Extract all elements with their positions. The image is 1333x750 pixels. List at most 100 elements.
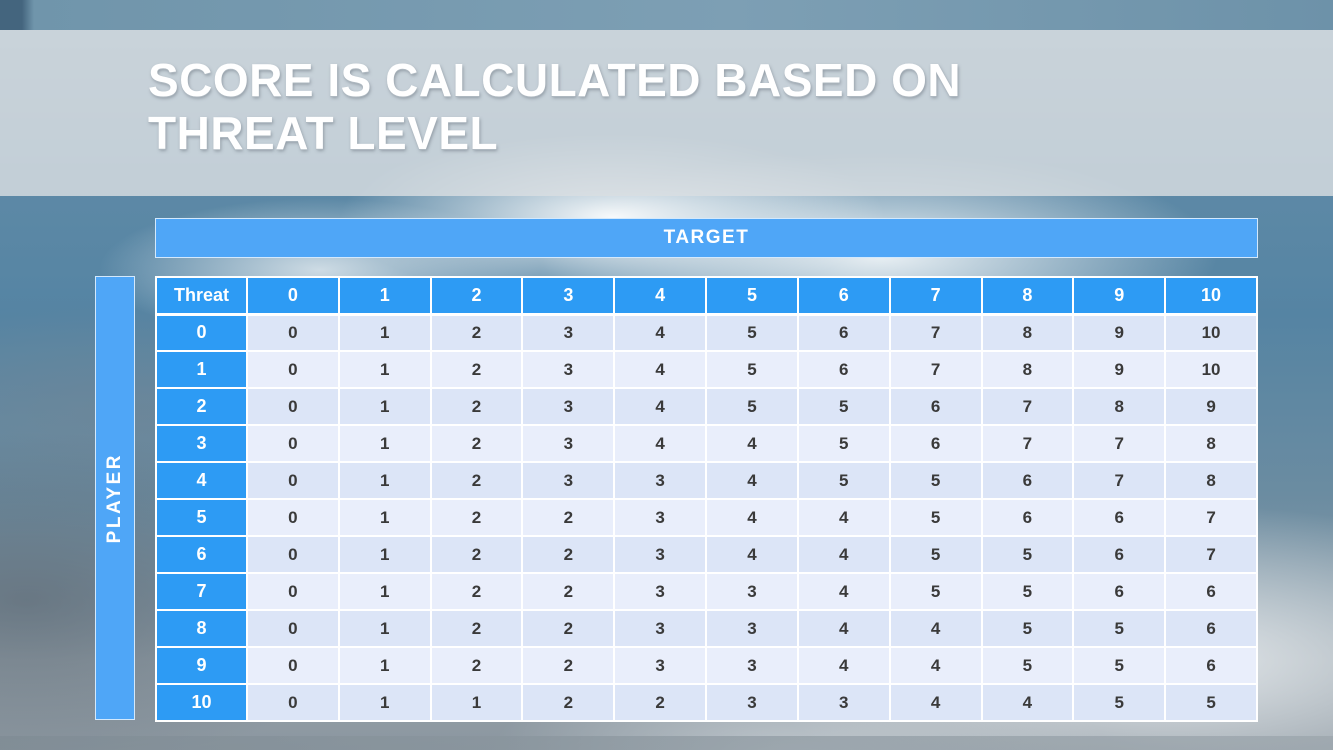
score-cell: 5 xyxy=(980,609,1075,648)
row-header: 6 xyxy=(155,535,248,574)
score-cell: 8 xyxy=(1164,424,1258,463)
column-header: 1 xyxy=(337,276,432,316)
score-cell: 2 xyxy=(521,609,616,648)
score-cell: 4 xyxy=(613,313,708,352)
score-cell: 5 xyxy=(980,572,1075,611)
score-cell: 1 xyxy=(337,572,432,611)
target-label-text: TARGET xyxy=(663,227,750,248)
score-cell: 6 xyxy=(1164,572,1258,611)
score-cell: 3 xyxy=(705,572,799,611)
column-header: 2 xyxy=(429,276,524,316)
score-cell: 4 xyxy=(705,535,799,574)
score-cell: 4 xyxy=(796,646,891,685)
row-header: 9 xyxy=(155,646,248,685)
score-cell: 8 xyxy=(980,313,1075,352)
score-cell: 2 xyxy=(613,683,708,722)
score-cell: 3 xyxy=(521,461,616,500)
score-cell: 3 xyxy=(613,609,708,648)
score-cell: 9 xyxy=(1072,313,1167,352)
score-cell: 3 xyxy=(613,572,708,611)
player-axis-label: PLAYER xyxy=(95,276,135,720)
score-cell: 1 xyxy=(337,646,432,685)
score-cell: 4 xyxy=(888,646,983,685)
score-cell: 0 xyxy=(246,387,340,426)
score-cell: 1 xyxy=(337,350,432,389)
target-axis-label: TARGET xyxy=(155,218,1258,258)
score-cell: 3 xyxy=(796,683,891,722)
score-cell: 0 xyxy=(246,424,340,463)
score-cell: 4 xyxy=(613,424,708,463)
score-cell: 1 xyxy=(337,683,432,722)
score-cell: 0 xyxy=(246,498,340,537)
row-header: 10 xyxy=(155,683,248,722)
score-cell: 8 xyxy=(980,350,1075,389)
score-cell: 4 xyxy=(796,535,891,574)
matrix-body: 0 0 1 2 3 4 5 6 7 8 9 10 1 0 1 2 3 4 5 6 7 8 9 10 2 0 1 2 3 4 5 5 6 7 8 9 3 0… xyxy=(155,313,1258,722)
score-cell: 2 xyxy=(429,424,524,463)
score-cell: 3 xyxy=(705,609,799,648)
score-cell: 0 xyxy=(246,461,340,500)
score-matrix-table: Threat 0 1 2 3 4 5 6 7 8 9 10 0 0 1 2 3 4 5 6 7 8 9 10 1 0 1 2 3 4 5… xyxy=(155,276,1258,722)
title-banner: SCORE IS CALCULATED BASED ON THREAT LEVE… xyxy=(0,30,1333,196)
row-header: 5 xyxy=(155,498,248,537)
score-cell: 3 xyxy=(613,461,708,500)
column-header: 8 xyxy=(980,276,1075,316)
score-cell: 2 xyxy=(521,683,616,722)
score-cell: 4 xyxy=(888,683,983,722)
score-cell: 4 xyxy=(888,609,983,648)
score-cell: 4 xyxy=(980,683,1075,722)
score-cell: 7 xyxy=(980,387,1075,426)
score-cell: 5 xyxy=(980,535,1075,574)
score-cell: 7 xyxy=(888,350,983,389)
score-cell: 6 xyxy=(1072,535,1167,574)
score-cell: 5 xyxy=(888,498,983,537)
score-cell: 2 xyxy=(429,461,524,500)
column-header: 4 xyxy=(613,276,708,316)
table-row: 1 0 1 2 3 4 5 6 7 8 9 10 xyxy=(155,350,1258,389)
score-cell: 7 xyxy=(980,424,1075,463)
score-cell: 2 xyxy=(429,535,524,574)
score-cell: 10 xyxy=(1164,350,1258,389)
score-cell: 7 xyxy=(888,313,983,352)
score-cell: 1 xyxy=(337,609,432,648)
score-cell: 3 xyxy=(705,646,799,685)
score-cell: 7 xyxy=(1164,535,1258,574)
score-cell: 3 xyxy=(613,646,708,685)
column-header: 0 xyxy=(246,276,340,316)
score-cell: 5 xyxy=(1072,609,1167,648)
row-header: 1 xyxy=(155,350,248,389)
score-cell: 5 xyxy=(888,572,983,611)
slide-bottom-strip xyxy=(0,736,1333,750)
score-cell: 5 xyxy=(796,424,891,463)
column-header: 6 xyxy=(796,276,891,316)
score-cell: 1 xyxy=(337,313,432,352)
slide-title-line2: THREAT LEVEL xyxy=(148,106,499,159)
corner-header-threat: Threat xyxy=(155,276,248,316)
row-header: 7 xyxy=(155,572,248,611)
score-cell: 1 xyxy=(429,683,524,722)
score-cell: 4 xyxy=(613,387,708,426)
slide-title-line1: SCORE IS CALCULATED BASED ON xyxy=(148,54,962,106)
score-cell: 5 xyxy=(980,646,1075,685)
score-cell: 6 xyxy=(980,498,1075,537)
slide-title: SCORE IS CALCULATED BASED ON THREAT LEVE… xyxy=(148,54,961,160)
score-cell: 2 xyxy=(429,609,524,648)
score-cell: 9 xyxy=(1072,350,1167,389)
score-cell: 5 xyxy=(705,350,799,389)
matrix-header: Threat 0 1 2 3 4 5 6 7 8 9 10 xyxy=(155,276,1258,316)
score-cell: 8 xyxy=(1164,461,1258,500)
score-cell: 1 xyxy=(337,387,432,426)
score-cell: 6 xyxy=(1072,498,1167,537)
score-cell: 1 xyxy=(337,535,432,574)
score-cell: 6 xyxy=(888,387,983,426)
score-cell: 5 xyxy=(796,461,891,500)
score-cell: 4 xyxy=(613,350,708,389)
score-cell: 1 xyxy=(337,498,432,537)
score-cell: 6 xyxy=(1164,609,1258,648)
column-header: 3 xyxy=(521,276,616,316)
score-cell: 0 xyxy=(246,646,340,685)
